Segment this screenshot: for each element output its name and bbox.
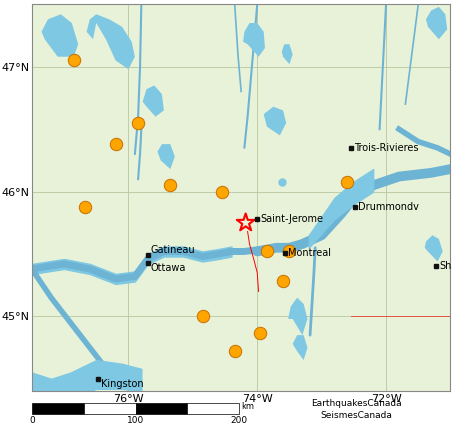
Polygon shape [425,235,443,261]
Polygon shape [157,144,175,169]
Polygon shape [288,298,308,335]
Point [112,141,119,147]
Point [279,278,287,285]
Point [257,329,264,336]
Point [231,348,238,355]
Text: Drummondv: Drummondv [359,202,419,212]
Point [286,248,293,255]
Point [81,203,88,210]
Point [70,57,77,64]
Point [263,248,271,255]
Text: Ottawa: Ottawa [151,263,187,273]
Point [242,219,249,226]
Point [135,120,142,126]
Polygon shape [264,107,286,135]
Text: Montreal: Montreal [288,248,331,258]
Text: Kingston: Kingston [101,379,143,389]
Polygon shape [243,23,265,57]
Polygon shape [282,44,293,64]
Point [344,178,351,185]
Text: Sh: Sh [440,261,452,271]
Polygon shape [293,335,308,360]
Polygon shape [142,86,164,117]
Text: Trois-Rivieres: Trois-Rivieres [354,143,418,153]
Polygon shape [426,7,447,39]
Text: Gatineau: Gatineau [151,245,196,255]
Point [199,313,206,320]
Text: Saint-Jerome: Saint-Jerome [260,214,324,224]
Polygon shape [86,14,135,69]
Point [218,188,226,195]
Point [167,182,174,189]
Polygon shape [41,14,78,57]
